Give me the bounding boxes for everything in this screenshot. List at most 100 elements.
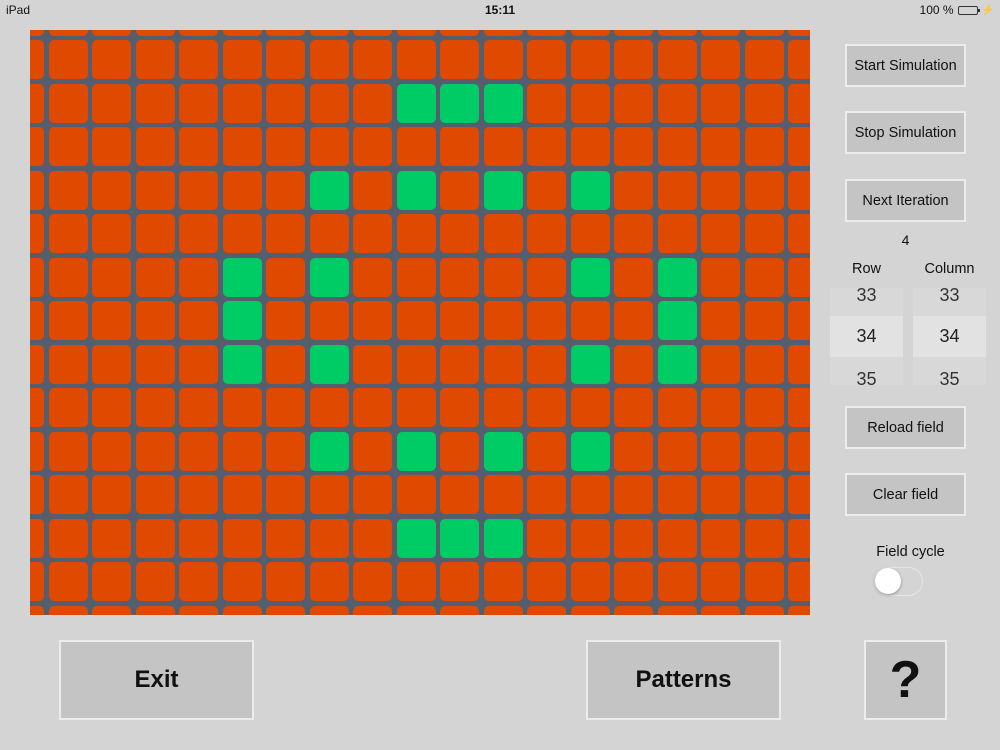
- help-button[interactable]: ?: [864, 640, 947, 720]
- cell-dead[interactable]: [135, 301, 175, 340]
- cell-dead[interactable]: [440, 40, 479, 79]
- cell-dead[interactable]: [440, 344, 479, 384]
- cell-dead[interactable]: [309, 127, 349, 166]
- cell-dead[interactable]: [48, 388, 88, 427]
- picker-option[interactable]: 33: [830, 288, 903, 316]
- stop-simulation-button[interactable]: Stop Simulation: [845, 111, 966, 154]
- cell-dead[interactable]: [614, 30, 653, 36]
- cell-dead[interactable]: [614, 605, 653, 615]
- cell-dead[interactable]: [744, 431, 784, 471]
- cell-dead[interactable]: [788, 344, 810, 384]
- cell-dead[interactable]: [266, 301, 305, 340]
- cell-dead[interactable]: [570, 214, 610, 253]
- cell-dead[interactable]: [222, 127, 262, 166]
- cell-dead[interactable]: [353, 30, 392, 36]
- cell-dead[interactable]: [222, 83, 262, 123]
- cell-dead[interactable]: [30, 127, 44, 166]
- cell-dead[interactable]: [92, 170, 131, 210]
- cell-dead[interactable]: [657, 605, 697, 615]
- cell-dead[interactable]: [744, 83, 784, 123]
- cell-dead[interactable]: [744, 127, 784, 166]
- cell-dead[interactable]: [527, 40, 566, 79]
- cell-dead[interactable]: [135, 170, 175, 210]
- cell-dead[interactable]: [48, 83, 88, 123]
- cell-dead[interactable]: [135, 127, 175, 166]
- cell-dead[interactable]: [48, 127, 88, 166]
- cell-dead[interactable]: [570, 388, 610, 427]
- cell-dead[interactable]: [527, 388, 566, 427]
- cell-dead[interactable]: [657, 475, 697, 514]
- cell-dead[interactable]: [266, 40, 305, 79]
- cell-dead[interactable]: [353, 170, 392, 210]
- cell-dead[interactable]: [309, 301, 349, 340]
- cell-dead[interactable]: [440, 475, 479, 514]
- cell-dead[interactable]: [396, 257, 436, 297]
- cell-dead[interactable]: [396, 475, 436, 514]
- cell-alive[interactable]: [440, 518, 479, 558]
- cell-dead[interactable]: [744, 30, 784, 36]
- column-picker[interactable]: 33 34 35: [913, 288, 986, 385]
- cell-dead[interactable]: [570, 518, 610, 558]
- cell-alive[interactable]: [222, 344, 262, 384]
- cell-dead[interactable]: [527, 30, 566, 36]
- cell-alive[interactable]: [309, 344, 349, 384]
- cell-dead[interactable]: [527, 605, 566, 615]
- cell-alive[interactable]: [222, 301, 262, 340]
- cell-dead[interactable]: [92, 431, 131, 471]
- cell-dead[interactable]: [527, 518, 566, 558]
- cell-dead[interactable]: [657, 83, 697, 123]
- cell-dead[interactable]: [744, 388, 784, 427]
- cell-dead[interactable]: [30, 30, 44, 36]
- cell-dead[interactable]: [135, 518, 175, 558]
- cell-dead[interactable]: [179, 83, 218, 123]
- cell-alive[interactable]: [570, 170, 610, 210]
- cell-dead[interactable]: [135, 431, 175, 471]
- cell-dead[interactable]: [614, 83, 653, 123]
- cell-dead[interactable]: [179, 605, 218, 615]
- cell-dead[interactable]: [179, 475, 218, 514]
- cell-dead[interactable]: [48, 475, 88, 514]
- cell-dead[interactable]: [30, 344, 44, 384]
- cell-alive[interactable]: [570, 257, 610, 297]
- cell-dead[interactable]: [309, 40, 349, 79]
- cell-dead[interactable]: [135, 257, 175, 297]
- cell-dead[interactable]: [614, 170, 653, 210]
- cell-dead[interactable]: [309, 388, 349, 427]
- picker-selected-option[interactable]: 34: [830, 316, 903, 357]
- cell-dead[interactable]: [701, 605, 740, 615]
- cell-dead[interactable]: [266, 475, 305, 514]
- cell-dead[interactable]: [701, 170, 740, 210]
- cell-dead[interactable]: [396, 344, 436, 384]
- cell-dead[interactable]: [92, 257, 131, 297]
- cell-dead[interactable]: [179, 388, 218, 427]
- picker-option[interactable]: 33: [913, 288, 986, 316]
- cell-dead[interactable]: [701, 388, 740, 427]
- cell-dead[interactable]: [701, 257, 740, 297]
- cell-dead[interactable]: [788, 170, 810, 210]
- cell-dead[interactable]: [744, 214, 784, 253]
- cell-dead[interactable]: [353, 83, 392, 123]
- cell-dead[interactable]: [48, 301, 88, 340]
- cell-dead[interactable]: [483, 475, 523, 514]
- cell-dead[interactable]: [483, 301, 523, 340]
- cell-dead[interactable]: [570, 301, 610, 340]
- cell-dead[interactable]: [179, 257, 218, 297]
- cell-dead[interactable]: [614, 431, 653, 471]
- cell-dead[interactable]: [353, 518, 392, 558]
- cell-dead[interactable]: [353, 127, 392, 166]
- cell-dead[interactable]: [222, 475, 262, 514]
- cell-dead[interactable]: [135, 83, 175, 123]
- life-grid[interactable]: [30, 30, 810, 615]
- cell-dead[interactable]: [440, 257, 479, 297]
- cell-dead[interactable]: [266, 257, 305, 297]
- cell-alive[interactable]: [309, 431, 349, 471]
- cell-dead[interactable]: [266, 214, 305, 253]
- cell-dead[interactable]: [788, 518, 810, 558]
- cell-alive[interactable]: [570, 431, 610, 471]
- cell-dead[interactable]: [92, 301, 131, 340]
- cell-dead[interactable]: [657, 388, 697, 427]
- cell-dead[interactable]: [30, 214, 44, 253]
- cell-dead[interactable]: [614, 562, 653, 601]
- cell-alive[interactable]: [309, 170, 349, 210]
- clear-field-button[interactable]: Clear field: [845, 473, 966, 516]
